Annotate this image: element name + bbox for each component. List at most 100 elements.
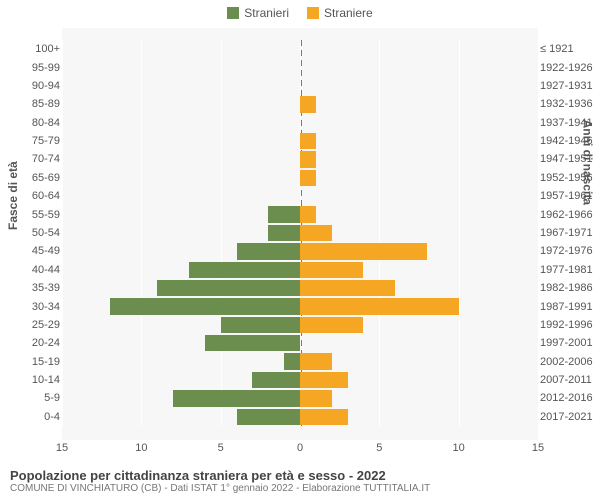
bar-male — [237, 409, 300, 425]
legend: Stranieri Straniere — [0, 0, 600, 20]
age-label-left: 60-64 — [32, 191, 60, 202]
bar-row — [62, 298, 538, 314]
age-label-left: 30-34 — [32, 302, 60, 313]
age-label-left: 15-19 — [32, 357, 60, 368]
bar-male — [284, 353, 300, 369]
bar-female — [300, 225, 332, 241]
bar-row — [62, 225, 538, 241]
age-label-left: 20-24 — [32, 338, 60, 349]
x-tick-label: 0 — [297, 442, 303, 454]
age-label-left: 85-89 — [32, 99, 60, 110]
axis-title-left: Fasce di età — [6, 161, 20, 230]
age-label-right: 1977-1981 — [540, 265, 593, 276]
bar-female — [300, 151, 316, 167]
age-label-right: ≤ 1921 — [540, 44, 574, 55]
bar-female — [300, 262, 363, 278]
bar-row — [62, 188, 538, 204]
age-label-left: 100+ — [35, 44, 60, 55]
bar-female — [300, 243, 427, 259]
bar-male — [221, 317, 300, 333]
age-label-right: 1947-1951 — [540, 154, 593, 165]
bar-row — [62, 335, 538, 351]
bar-female — [300, 280, 395, 296]
age-label-right: 1927-1931 — [540, 81, 593, 92]
bar-male — [268, 225, 300, 241]
bar-male — [268, 206, 300, 222]
age-label-right: 1937-1941 — [540, 118, 593, 129]
bar-male — [189, 262, 300, 278]
age-label-right: 1922-1926 — [540, 63, 593, 74]
age-label-left: 55-59 — [32, 210, 60, 221]
bar-row — [62, 59, 538, 75]
bar-row — [62, 262, 538, 278]
bar-row — [62, 96, 538, 112]
gridline — [538, 40, 539, 426]
footer: Popolazione per cittadinanza straniera p… — [10, 468, 430, 494]
age-label-right: 1982-1986 — [540, 283, 593, 294]
age-label-right: 1942-1946 — [540, 136, 593, 147]
bar-female — [300, 390, 332, 406]
age-label-right: 1932-1936 — [540, 99, 593, 110]
bar-row — [62, 390, 538, 406]
bar-row — [62, 353, 538, 369]
age-label-left: 75-79 — [32, 136, 60, 147]
age-label-left: 50-54 — [32, 228, 60, 239]
age-label-left: 25-29 — [32, 320, 60, 331]
age-label-right: 1967-1971 — [540, 228, 593, 239]
age-label-left: 35-39 — [32, 283, 60, 294]
x-tick-label: 15 — [532, 442, 544, 454]
bar-row — [62, 133, 538, 149]
footer-title: Popolazione per cittadinanza straniera p… — [10, 468, 430, 483]
bar-row — [62, 151, 538, 167]
bar-male — [157, 280, 300, 296]
age-label-left: 65-69 — [32, 173, 60, 184]
bar-male — [252, 372, 300, 388]
bar-male — [173, 390, 300, 406]
plot — [62, 40, 538, 426]
age-label-right: 1957-1961 — [540, 191, 593, 202]
age-label-right: 2002-2006 — [540, 357, 593, 368]
footer-sub: COMUNE DI VINCHIATURO (CB) - Dati ISTAT … — [10, 483, 430, 494]
age-label-left: 5-9 — [44, 393, 60, 404]
bar-row — [62, 243, 538, 259]
bar-row — [62, 206, 538, 222]
legend-female-label: Straniere — [324, 6, 373, 20]
age-label-right: 2012-2016 — [540, 393, 593, 404]
bar-female — [300, 133, 316, 149]
age-label-left: 70-74 — [32, 154, 60, 165]
x-tick-label: 5 — [376, 442, 382, 454]
bar-row — [62, 115, 538, 131]
legend-female-swatch — [307, 7, 319, 19]
bar-female — [300, 353, 332, 369]
age-label-right: 1987-1991 — [540, 302, 593, 313]
chart-area — [62, 28, 538, 440]
bar-female — [300, 206, 316, 222]
bar-female — [300, 298, 459, 314]
bar-female — [300, 372, 348, 388]
age-label-right: 2017-2021 — [540, 412, 593, 423]
bar-row — [62, 41, 538, 57]
age-label-right: 1962-1966 — [540, 210, 593, 221]
legend-male: Stranieri — [227, 6, 289, 20]
bar-row — [62, 170, 538, 186]
legend-male-label: Stranieri — [244, 6, 289, 20]
bar-row — [62, 280, 538, 296]
age-label-left: 90-94 — [32, 81, 60, 92]
age-label-left: 80-84 — [32, 118, 60, 129]
x-tick-label: 10 — [135, 442, 147, 454]
bar-row — [62, 317, 538, 333]
age-label-left: 40-44 — [32, 265, 60, 276]
bar-row — [62, 409, 538, 425]
bar-female — [300, 409, 348, 425]
age-label-left: 0-4 — [44, 412, 60, 423]
bar-female — [300, 317, 363, 333]
age-label-right: 1952-1956 — [540, 173, 593, 184]
bar-female — [300, 170, 316, 186]
legend-female: Straniere — [307, 6, 373, 20]
legend-male-swatch — [227, 7, 239, 19]
bar-male — [110, 298, 300, 314]
age-label-right: 1997-2001 — [540, 338, 593, 349]
x-tick-label: 5 — [218, 442, 224, 454]
bar-female — [300, 96, 316, 112]
bar-male — [205, 335, 300, 351]
